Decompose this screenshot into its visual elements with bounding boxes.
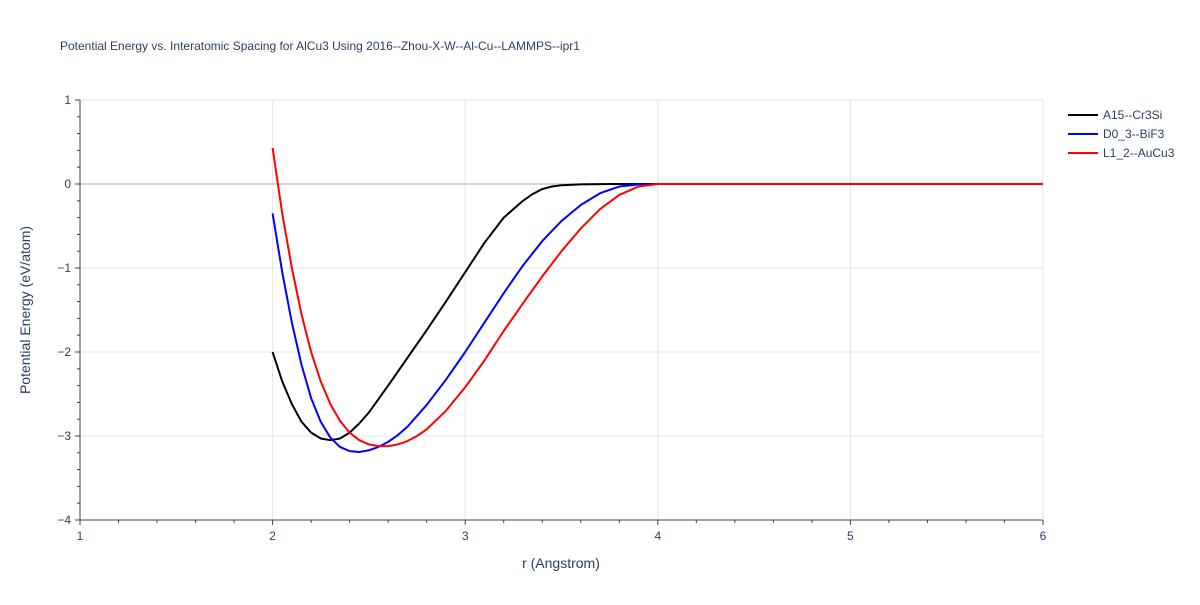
tick-label-layer: 1 2 3 4 5 6 1 0 −1 −2 −3 −4 [57, 93, 1046, 543]
x-tick-label: 2 [269, 529, 276, 543]
legend-label: A15--Cr3Si [1103, 108, 1162, 122]
y-tick-label: 1 [64, 93, 71, 107]
x-tick-label: 4 [654, 529, 661, 543]
axes-layer [75, 99, 1044, 525]
x-tick-label: 1 [77, 529, 84, 543]
chart-title: Potential Energy vs. Interatomic Spacing… [60, 39, 580, 53]
y-tick-label: −4 [57, 513, 71, 527]
y-tick-label: 0 [64, 177, 71, 191]
y-tick-label: −2 [57, 345, 71, 359]
series-layer [271, 147, 1043, 453]
y-axis-label: Potential Energy (eV/atom) [17, 226, 33, 394]
x-tick-label: 5 [847, 529, 854, 543]
x-axis-label: r (Angstrom) [522, 555, 600, 571]
legend-item-3[interactable]: L1_2--AuCu3 [1068, 146, 1175, 160]
grid-layer [80, 99, 1044, 520]
y-tick-label: −3 [57, 429, 71, 443]
series-line-3 [271, 147, 1043, 448]
x-tick-label: 6 [1040, 529, 1047, 543]
legend[interactable]: A15--Cr3Si D0_3--BiF3 L1_2--AuCu3 [1068, 108, 1175, 160]
y-tick-label: −1 [57, 261, 71, 275]
x-tick-label: 3 [462, 529, 469, 543]
legend-item-1[interactable]: A15--Cr3Si [1068, 108, 1162, 122]
legend-label: L1_2--AuCu3 [1103, 146, 1175, 160]
legend-item-2[interactable]: D0_3--BiF3 [1068, 127, 1165, 141]
series-line-2 [271, 183, 1043, 453]
legend-label: D0_3--BiF3 [1103, 127, 1165, 141]
